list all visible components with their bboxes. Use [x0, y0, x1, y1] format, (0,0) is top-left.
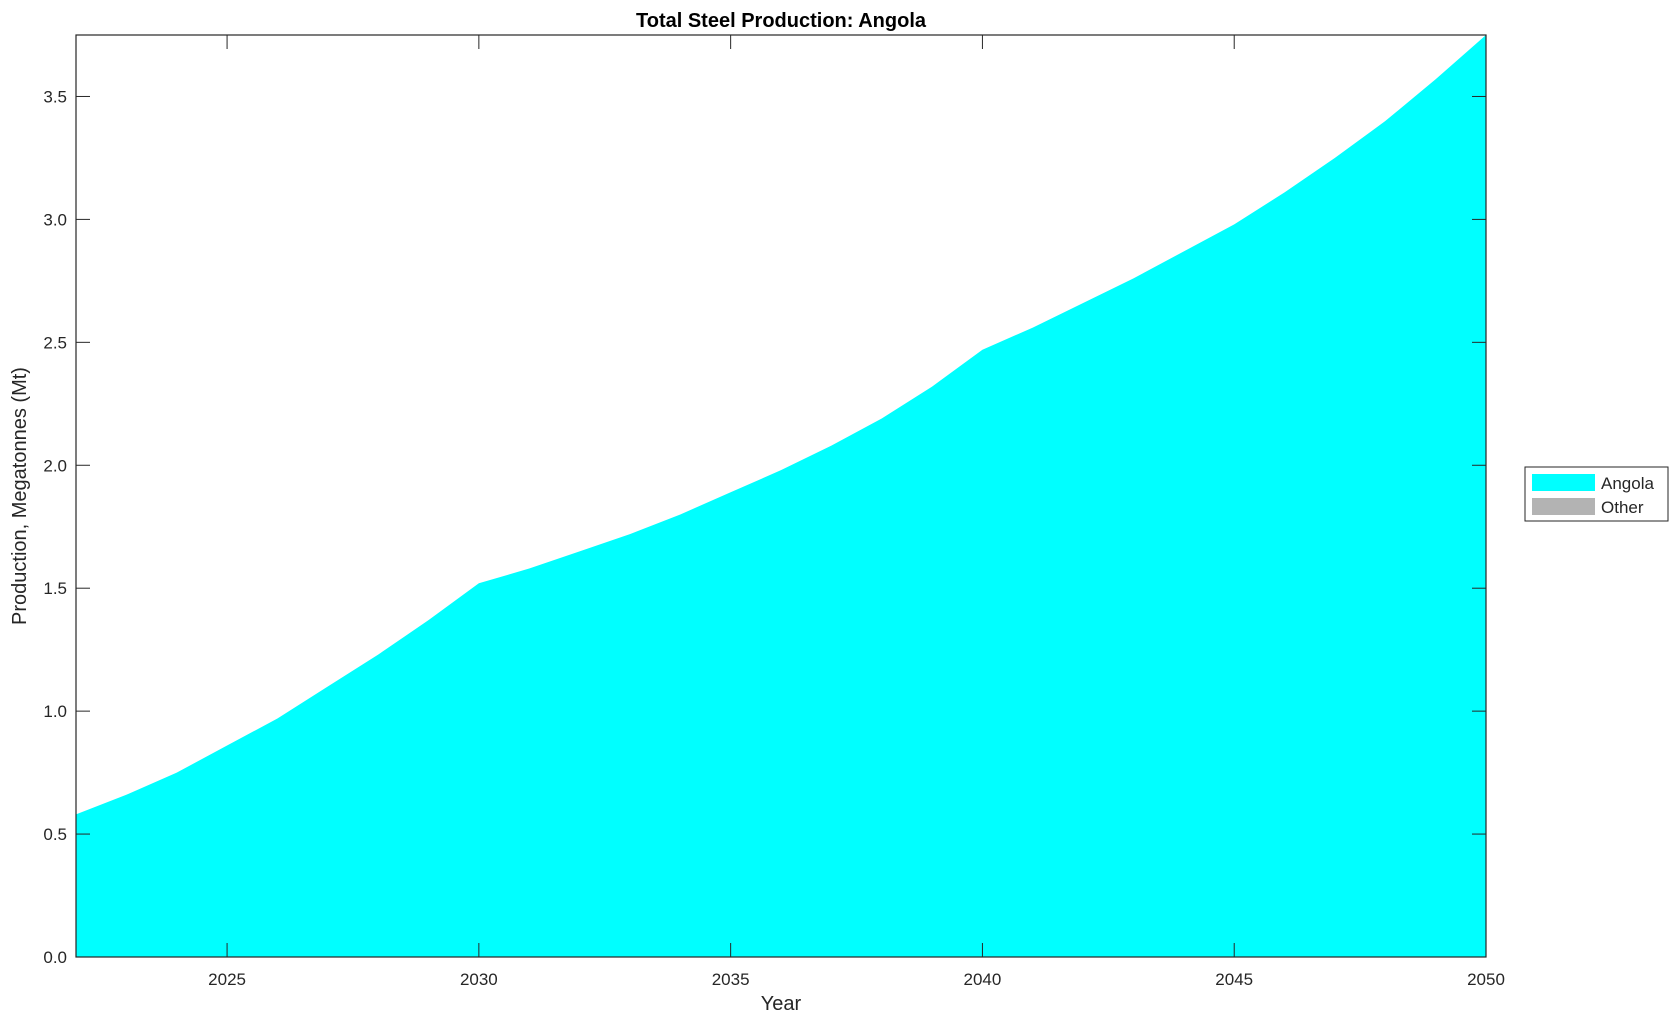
y-tick-label: 1.5 [43, 579, 67, 598]
y-tick-label: 2.5 [43, 333, 67, 352]
y-tick-label: 2.0 [43, 456, 67, 475]
x-tick-label: 2025 [208, 970, 246, 989]
x-axis-label: Year [761, 993, 802, 1015]
y-tick-label: 3.0 [43, 210, 67, 229]
y-axis-label: Production, Megatonnes (Mt) [9, 367, 31, 625]
y-tick-label: 3.5 [43, 87, 67, 106]
legend-swatch-other [1532, 498, 1595, 515]
x-axis: 2025 2030 2035 2040 2045 2050 [208, 35, 1505, 989]
plot-frame [75, 34, 1487, 958]
legend: Angola Other [1524, 466, 1669, 522]
y-axis: 0.0 0.5 1.0 1.5 2.0 2.5 3.0 3.5 [43, 87, 1486, 967]
legend-label-angola: Angola [1601, 474, 1654, 493]
legend-swatch-angola [1532, 474, 1595, 491]
x-tick-label: 2050 [1467, 970, 1505, 989]
area-angola [76, 35, 1486, 957]
x-tick-label: 2045 [1215, 970, 1253, 989]
y-tick-label: 1.0 [43, 702, 67, 721]
x-tick-label: 2040 [964, 970, 1002, 989]
chart-title: Total Steel Production: Angola [636, 10, 927, 32]
y-tick-label: 0.5 [43, 825, 67, 844]
legend-label-other: Other [1601, 498, 1644, 517]
y-tick-label: 0.0 [43, 948, 67, 967]
x-tick-label: 2030 [460, 970, 498, 989]
x-tick-label: 2035 [712, 970, 750, 989]
series-areas [76, 35, 1486, 957]
